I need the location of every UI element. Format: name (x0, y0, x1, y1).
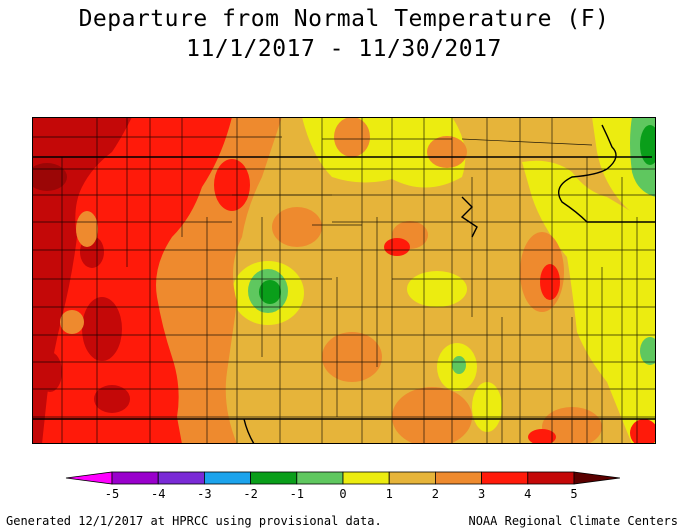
region-plus3-midnorth (427, 136, 467, 168)
region-plus1-east (522, 160, 656, 444)
legend-tick-label: 2 (432, 487, 439, 501)
legend-arrow-high (573, 471, 620, 485)
region-plus1-center (407, 271, 467, 307)
legend-swatch (203, 471, 251, 485)
legend-tick-label: -4 (151, 487, 165, 501)
region-plus4-center (384, 238, 410, 256)
legend-tick-label: 0 (339, 487, 346, 501)
region-plus3-westspot (76, 211, 98, 247)
legend-swatch (157, 471, 205, 485)
region-minus2-center (259, 280, 281, 304)
legend-swatch (481, 471, 529, 485)
region-plus4-north (214, 159, 250, 211)
region-plus3-westspot2 (60, 310, 84, 334)
region-plus4-southeast (630, 419, 656, 444)
generated-note: Generated 12/1/2017 at HPRCC using provi… (6, 514, 382, 528)
region-plus3-southcenter (322, 332, 382, 382)
map-frame (32, 117, 656, 444)
legend-swatch (527, 471, 575, 485)
legend-swatch (250, 471, 298, 485)
legend-tick-label: -3 (197, 487, 211, 501)
region-plus5-sw-edge (38, 352, 62, 392)
region-minus2-northeast (640, 125, 656, 165)
legend-swatch (388, 471, 436, 485)
state-boundaries (32, 124, 656, 444)
legend-tick-label: -5 (105, 487, 119, 501)
legend-tick-label: 1 (386, 487, 393, 501)
temperature-departure-map (32, 117, 656, 444)
legend-tick-label: 5 (570, 487, 577, 501)
legend-swatch (296, 471, 344, 485)
county-boundaries (32, 117, 656, 444)
region-plus3-north (334, 117, 370, 157)
legend-swatch (342, 471, 390, 485)
legend-tick-label: -1 (290, 487, 304, 501)
region-plus4-south (528, 429, 556, 444)
legend-tick-label: -2 (243, 487, 257, 501)
region-plus5-nw-spot (32, 163, 67, 191)
map-date-range: 11/1/2017 - 11/30/2017 (186, 36, 502, 62)
map-title: Departure from Normal Temperature (F) (78, 6, 610, 32)
source-credit: NOAA Regional Climate Centers (468, 514, 678, 528)
legend-arrow-low (65, 471, 113, 485)
region-plus5-west (82, 297, 122, 361)
region-plus5-southwest (94, 385, 130, 413)
region-minus1-south (452, 356, 466, 374)
region-plus5-northwest (32, 117, 132, 444)
legend-swatch (434, 471, 482, 485)
region-plus3-midwest (272, 207, 322, 247)
legend-tick-label: 4 (524, 487, 531, 501)
region-minus1-east (640, 337, 656, 365)
region-plus4-east (540, 264, 560, 300)
legend-tick-label: 3 (478, 487, 485, 501)
color-scale-legend: -5 -4 -3 -2 -1 0 1 2 3 4 5 (65, 471, 620, 501)
legend-swatch (111, 471, 159, 485)
